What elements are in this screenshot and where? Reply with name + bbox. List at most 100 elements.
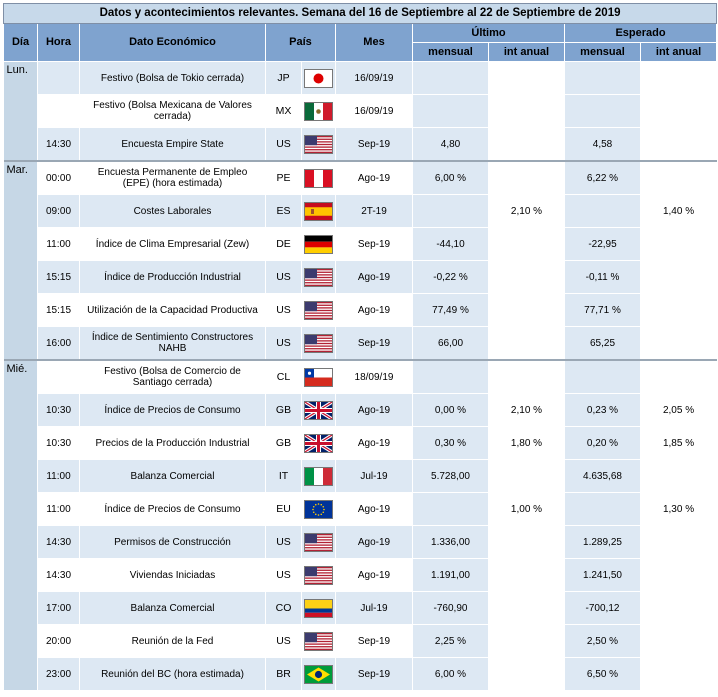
es-flag-icon [304, 201, 333, 221]
last-annual [488, 227, 565, 261]
flag-cell [301, 657, 336, 691]
flag-cell [301, 293, 336, 327]
indicator-name: Encuesta Permanente de Empleo (EPE) (hor… [79, 160, 266, 195]
country-code: US [265, 260, 302, 294]
last-monthly: -760,90 [412, 591, 489, 625]
flag-cell [301, 459, 336, 493]
expected-monthly: 2,50 % [564, 624, 641, 658]
indicator-name: Costes Laborales [79, 194, 266, 228]
indicator-name: Encuesta Empire State [79, 127, 266, 162]
last-monthly [412, 359, 489, 394]
flag-cell [301, 525, 336, 559]
header-dato: Dato Económico [79, 23, 266, 62]
calendar-table-wrapper: Datos y acontecimientos relevantes. Sema… [2, 3, 718, 691]
expected-monthly: -700,12 [564, 591, 641, 625]
economic-calendar-table: Datos y acontecimientos relevantes. Sema… [2, 3, 718, 691]
country-code: JP [265, 61, 302, 95]
period-cell: Ago-19 [335, 293, 413, 327]
expected-annual [640, 127, 718, 162]
country-code: US [265, 525, 302, 559]
table-title: Datos y acontecimientos relevantes. Sema… [2, 3, 718, 24]
last-annual [488, 326, 565, 361]
expected-monthly: -0,11 % [564, 260, 641, 294]
us-flag-icon [304, 565, 333, 585]
indicator-name: Índice de Precios de Consumo [79, 492, 266, 526]
indicator-name: Festivo (Bolsa de Comercio de Santiago c… [79, 359, 266, 394]
day-label: Mié. [3, 359, 38, 691]
flag-cell [301, 492, 336, 526]
country-code: PE [265, 160, 302, 195]
table-row: Lun. Festivo (Bolsa de Tokio cerrada) JP 16… [3, 61, 718, 162]
country-code: CO [265, 591, 302, 625]
table-row: Mar. 00:00 Encuesta Permanente de Empleo (… [3, 160, 718, 361]
country-code: ES [265, 194, 302, 228]
time-cell [37, 94, 80, 128]
time-cell: 14:30 [37, 127, 80, 162]
expected-annual [640, 160, 718, 195]
indicator-name: Viviendas Iniciadas [79, 558, 266, 592]
country-code: US [265, 558, 302, 592]
expected-monthly [564, 94, 641, 128]
country-code: GB [265, 393, 302, 427]
last-monthly: 2,25 % [412, 624, 489, 658]
table-row: 11:00 Balanza Comercial IT Jul-19 5.728,00 4.… [4, 459, 718, 493]
table-row: Festivo (Bolsa Mexicana de Valores cerra… [4, 94, 718, 128]
expected-annual [640, 260, 718, 294]
time-cell: 11:00 [37, 459, 80, 493]
country-code: DE [265, 227, 302, 261]
expected-annual [640, 624, 718, 658]
flag-cell [301, 227, 336, 261]
pe-flag-icon [304, 168, 333, 188]
table-row: 23:00 Reunión del BC (hora estimada) BR Sep… [4, 657, 718, 691]
last-annual: 2,10 % [488, 194, 565, 228]
last-annual [488, 591, 565, 625]
time-cell: 23:00 [37, 657, 80, 691]
expected-monthly: 1.241,50 [564, 558, 641, 592]
last-monthly [412, 492, 489, 526]
expected-monthly: 4,58 [564, 127, 641, 162]
country-code: EU [265, 492, 302, 526]
expected-monthly: 65,25 [564, 326, 641, 361]
time-cell: 14:30 [37, 525, 80, 559]
period-cell: Ago-19 [335, 393, 413, 427]
indicator-name: Balanza Comercial [79, 591, 266, 625]
last-annual [488, 558, 565, 592]
co-flag-icon [304, 598, 333, 618]
indicator-name: Índice de Clima Empresarial (Zew) [79, 227, 266, 261]
gb-flag-icon [304, 400, 333, 420]
expected-annual [640, 359, 718, 394]
flag-cell [301, 558, 336, 592]
mx-flag-icon [304, 101, 333, 121]
indicator-name: Festivo (Bolsa de Tokio cerrada) [79, 61, 266, 95]
table-row: 10:30 Índice de Precios de Consumo GB Ago-1… [4, 393, 718, 427]
flag-cell [301, 160, 336, 195]
last-monthly: 1.336,00 [412, 525, 489, 559]
time-cell: 14:30 [37, 558, 80, 592]
expected-monthly: 4.635,68 [564, 459, 641, 493]
expected-annual: 1,30 % [640, 492, 718, 526]
expected-annual [640, 227, 718, 261]
jp-flag-icon [304, 68, 333, 88]
indicator-name: Índice de Precios de Consumo [79, 393, 266, 427]
last-annual: 2,10 % [488, 393, 565, 427]
last-annual [488, 61, 565, 95]
expected-annual [640, 591, 718, 625]
period-cell: Ago-19 [335, 160, 413, 195]
table-row: 15:15 Utilización de la Capacidad Product… [4, 293, 718, 327]
last-annual [488, 94, 565, 128]
us-flag-icon [304, 300, 333, 320]
last-annual [488, 459, 565, 493]
header-ultimo: Último [412, 23, 565, 43]
expected-monthly: 0,20 % [564, 426, 641, 460]
us-flag-icon [304, 267, 333, 287]
indicator-name: Balanza Comercial [79, 459, 266, 493]
expected-monthly: -22,95 [564, 227, 641, 261]
time-cell: 00:00 [37, 160, 80, 195]
flag-cell [301, 194, 336, 228]
indicator-name: Índice de Sentimiento Constructores NAHB [79, 326, 266, 361]
day-label: Lun. [3, 61, 38, 162]
table-row: 16:00 Índice de Sentimiento Constructores… [4, 326, 718, 361]
time-cell: 10:30 [37, 393, 80, 427]
us-flag-icon [304, 333, 333, 353]
table-row: 15:15 Índice de Producción Industrial US Ag… [4, 260, 718, 294]
